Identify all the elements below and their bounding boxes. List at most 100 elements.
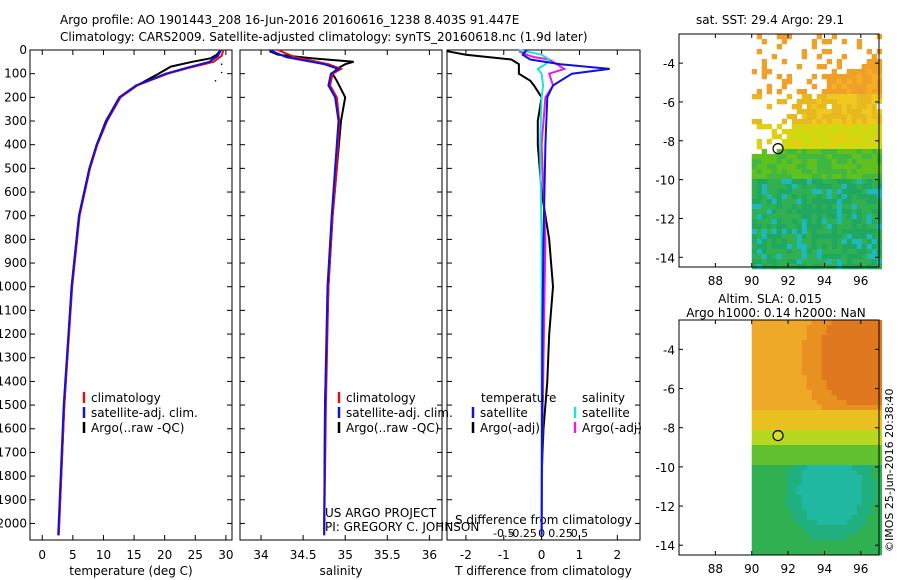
sla-map-cell bbox=[856, 475, 863, 481]
sst-map-cell bbox=[851, 119, 858, 125]
sla-map-cell bbox=[841, 460, 848, 466]
sla-map-cell bbox=[776, 375, 783, 381]
sla-map-cell bbox=[801, 515, 808, 521]
sla-map-cell bbox=[781, 440, 788, 446]
sla-map-cell bbox=[871, 390, 878, 396]
sla-map-cell bbox=[796, 430, 803, 436]
sst-map-cell bbox=[761, 64, 768, 70]
sla-map-cell bbox=[751, 355, 758, 361]
sst-map-cell bbox=[866, 59, 873, 65]
sla-map-cell bbox=[866, 385, 873, 391]
sla-map-cell bbox=[796, 365, 803, 371]
sst-map-cell bbox=[836, 179, 843, 185]
sst-map-cell bbox=[856, 134, 863, 140]
sla-map-cell bbox=[791, 365, 798, 371]
sst-map-cell bbox=[851, 139, 858, 145]
sst-map-cell bbox=[766, 69, 773, 75]
sla-map-cell bbox=[846, 500, 853, 506]
sst-map-cell bbox=[846, 169, 853, 175]
sla-map-cell bbox=[801, 330, 808, 336]
sla-map-cell bbox=[756, 485, 763, 491]
sst-map-cell bbox=[756, 259, 763, 265]
sst-map-cell bbox=[816, 214, 823, 220]
sst-map-cell bbox=[821, 184, 828, 190]
sst-map-cell bbox=[811, 84, 818, 90]
sst-map-cell bbox=[806, 164, 813, 170]
sst-map-cell bbox=[866, 229, 873, 235]
sst-map-cell bbox=[781, 259, 788, 265]
sla-map-cell bbox=[846, 495, 853, 501]
sla-map-cell bbox=[786, 415, 793, 421]
sla-map-cell bbox=[821, 380, 828, 386]
sst-map-cell bbox=[856, 249, 863, 255]
sst-map-cell bbox=[871, 114, 878, 120]
sla-map-cell bbox=[761, 345, 768, 351]
sla-map-cell bbox=[846, 415, 853, 421]
sla-map-cell bbox=[861, 345, 868, 351]
sst-map-cell bbox=[811, 184, 818, 190]
sla-map-cell bbox=[776, 460, 783, 466]
sst-map-cell bbox=[866, 219, 873, 225]
sla-map-cell bbox=[781, 365, 788, 371]
sst-map-cell bbox=[781, 139, 788, 145]
sla-map-cell bbox=[786, 380, 793, 386]
sst-map-cell bbox=[841, 79, 848, 85]
sla-map-cell bbox=[826, 490, 833, 496]
sla-map-cell bbox=[821, 375, 828, 381]
sla-map-cell bbox=[811, 545, 818, 551]
sla-map-cell bbox=[771, 520, 778, 526]
sla-map-cell bbox=[781, 495, 788, 501]
sst-map-cell bbox=[846, 174, 853, 180]
sla-map-ytick-label: -8 bbox=[663, 422, 675, 436]
sst-map-cell bbox=[856, 154, 863, 160]
sla-map-cell bbox=[761, 430, 768, 436]
sst-map-cell bbox=[851, 89, 858, 95]
depth-tick-label: 200 bbox=[4, 90, 27, 104]
temperature-diff-legend-entry: Argo(-adj) bbox=[480, 421, 540, 435]
sla-map-cell bbox=[851, 550, 858, 556]
sla-map-cell bbox=[756, 335, 763, 341]
sst-map-cell bbox=[831, 79, 838, 85]
sla-map-cell bbox=[781, 460, 788, 466]
sla-map-cell bbox=[826, 355, 833, 361]
sst-map-cell bbox=[836, 64, 843, 70]
sla-map-cell bbox=[856, 435, 863, 441]
sst-map-cell bbox=[871, 109, 878, 115]
sst-map-cell bbox=[836, 244, 843, 250]
sst-map-cell bbox=[846, 124, 853, 130]
sst-map-cell bbox=[851, 164, 858, 170]
sst-map-cell bbox=[766, 164, 773, 170]
sst-map-cell bbox=[841, 194, 848, 200]
sst-map-cell bbox=[826, 144, 833, 150]
sst-map-cell bbox=[846, 249, 853, 255]
sst-map-cell bbox=[851, 249, 858, 255]
sla-map-cell bbox=[871, 395, 878, 401]
sla-map-cell bbox=[806, 345, 813, 351]
sla-map-cell bbox=[836, 435, 843, 441]
sla-map-cell bbox=[806, 495, 813, 501]
sla-map-cell bbox=[766, 440, 773, 446]
sla-map-cell bbox=[816, 445, 823, 451]
sla-map-cell bbox=[781, 540, 788, 546]
sst-map-cell bbox=[781, 169, 788, 175]
sla-map-cell bbox=[816, 535, 823, 541]
sla-map-cell bbox=[781, 350, 788, 356]
sst-map-cell bbox=[856, 209, 863, 215]
sla-map-cell bbox=[776, 510, 783, 516]
sst-map-cell bbox=[836, 174, 843, 180]
sla-map-cell bbox=[776, 425, 783, 431]
sst-map-cell bbox=[821, 39, 828, 45]
sst-map-ytick-label: -6 bbox=[663, 96, 675, 110]
sla-map-cell bbox=[866, 520, 873, 526]
sla-map-cell bbox=[761, 500, 768, 506]
sst-map-cell bbox=[811, 114, 818, 120]
sla-map-cell bbox=[766, 390, 773, 396]
sst-map-cell bbox=[806, 239, 813, 245]
sla-map-cell bbox=[826, 515, 833, 521]
sla-map-cell bbox=[751, 375, 758, 381]
sla-map-cell bbox=[801, 405, 808, 411]
sla-map-cell bbox=[856, 470, 863, 476]
sst-map-cell bbox=[776, 254, 783, 260]
sst-map-cell bbox=[866, 209, 873, 215]
sla-map-cell bbox=[826, 545, 833, 551]
